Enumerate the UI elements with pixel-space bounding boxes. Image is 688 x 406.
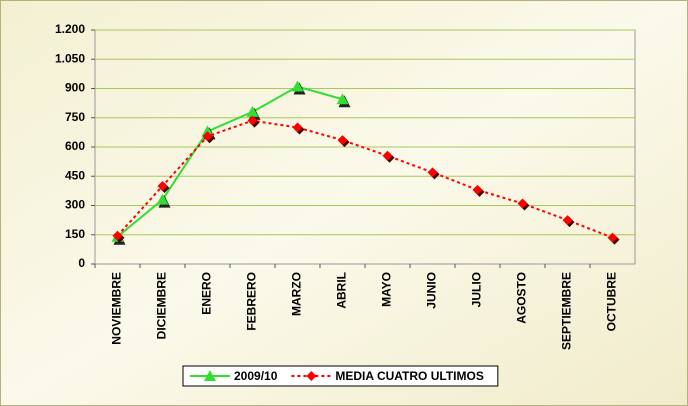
point (201, 125, 214, 137)
y-tick-label: 0 (78, 256, 85, 270)
point (112, 230, 123, 241)
legend-box (182, 365, 499, 387)
point (607, 232, 618, 243)
point (562, 215, 573, 226)
x-tick-label: JUNIO (425, 272, 439, 309)
point (156, 193, 169, 205)
x-tick-label: DICIEMBRE (155, 272, 169, 339)
point (427, 167, 438, 178)
legend-label: 2009/10 (234, 369, 278, 383)
point (291, 80, 304, 92)
x-tick-label: ABRIL (335, 272, 349, 309)
y-tick-label: 450 (65, 168, 85, 182)
legend-marker (306, 371, 317, 381)
legend: 2009/10 MEDIA CUATRO ULTIMOS (182, 365, 499, 387)
x-tick-label: SEPTIEMBRE (560, 272, 574, 350)
x-tick-label: JULIO (470, 272, 484, 307)
x-tick-label: OCTUBRE (605, 272, 619, 331)
y-tick-label: 1.050 (55, 51, 85, 65)
x-tick-label: MAYO (380, 272, 394, 307)
point (247, 115, 258, 126)
x-tick-label: FEBRERO (245, 272, 259, 331)
y-tick-label: 150 (65, 227, 85, 241)
x-tick-label: MARZO (290, 272, 304, 316)
point (472, 184, 483, 195)
point (382, 150, 393, 161)
x-tick-label: ENERO (200, 272, 214, 315)
y-tick-label: 300 (65, 198, 85, 212)
series-line (116, 119, 613, 239)
x-tick-label: AGOSTO (515, 272, 529, 324)
point (292, 122, 303, 133)
x-tick-label: NOVIEMBRE (110, 272, 124, 345)
legend-label: MEDIA CUATRO ULTIMOS (335, 369, 483, 383)
y-tick-label: 900 (65, 81, 85, 95)
point (246, 105, 259, 117)
point (157, 181, 168, 191)
y-tick-label: 750 (65, 110, 85, 124)
point (202, 131, 213, 142)
point (517, 198, 528, 209)
point (337, 135, 348, 146)
y-tick-label: 1.200 (55, 22, 85, 36)
series-line (116, 85, 343, 238)
y-tick-label: 600 (65, 139, 85, 153)
point (336, 93, 349, 105)
legend-marker (204, 370, 216, 381)
